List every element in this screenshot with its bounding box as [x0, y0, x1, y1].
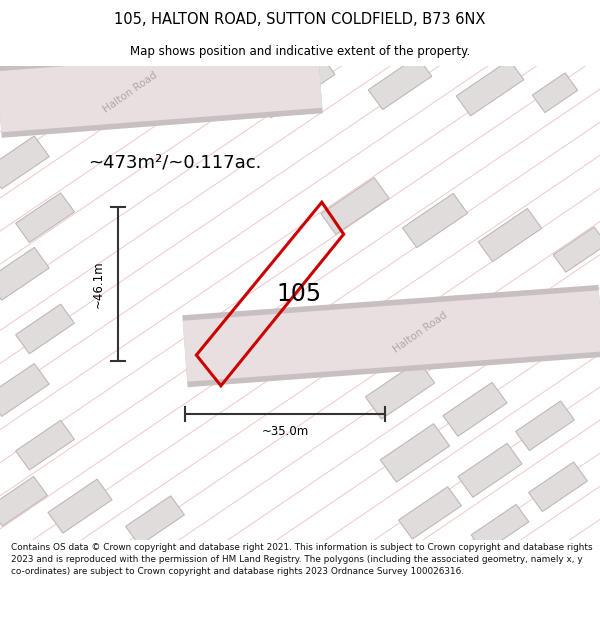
Polygon shape [553, 227, 600, 272]
Polygon shape [380, 424, 449, 482]
Polygon shape [398, 487, 461, 539]
Text: Halton Road: Halton Road [101, 71, 159, 115]
Text: ~46.1m: ~46.1m [91, 260, 104, 308]
Polygon shape [403, 193, 467, 248]
Polygon shape [0, 67, 61, 122]
Polygon shape [7, 50, 62, 95]
Polygon shape [368, 56, 432, 109]
Text: 105: 105 [276, 282, 321, 306]
Polygon shape [529, 462, 587, 511]
Polygon shape [456, 60, 524, 116]
Polygon shape [365, 361, 434, 419]
Polygon shape [0, 136, 49, 189]
Text: Halton Road: Halton Road [391, 309, 449, 354]
Polygon shape [16, 421, 74, 470]
Text: ~35.0m: ~35.0m [262, 425, 308, 438]
Polygon shape [471, 504, 529, 552]
Polygon shape [67, 59, 122, 105]
Polygon shape [478, 209, 542, 262]
Polygon shape [125, 496, 184, 546]
Polygon shape [321, 177, 389, 234]
Polygon shape [443, 382, 507, 436]
Polygon shape [458, 443, 522, 498]
Polygon shape [0, 248, 49, 300]
Polygon shape [0, 476, 47, 526]
Polygon shape [532, 73, 578, 112]
Polygon shape [515, 401, 574, 451]
Polygon shape [48, 479, 112, 533]
Polygon shape [16, 193, 74, 242]
Text: ~473m²/~0.117ac.: ~473m²/~0.117ac. [88, 153, 262, 171]
Polygon shape [0, 364, 49, 416]
Text: Contains OS data © Crown copyright and database right 2021. This information is : Contains OS data © Crown copyright and d… [11, 543, 592, 576]
Text: Map shows position and indicative extent of the property.: Map shows position and indicative extent… [130, 45, 470, 58]
Polygon shape [16, 304, 74, 354]
Text: 105, HALTON ROAD, SUTTON COLDFIELD, B73 6NX: 105, HALTON ROAD, SUTTON COLDFIELD, B73 … [115, 12, 485, 27]
Polygon shape [255, 52, 335, 118]
